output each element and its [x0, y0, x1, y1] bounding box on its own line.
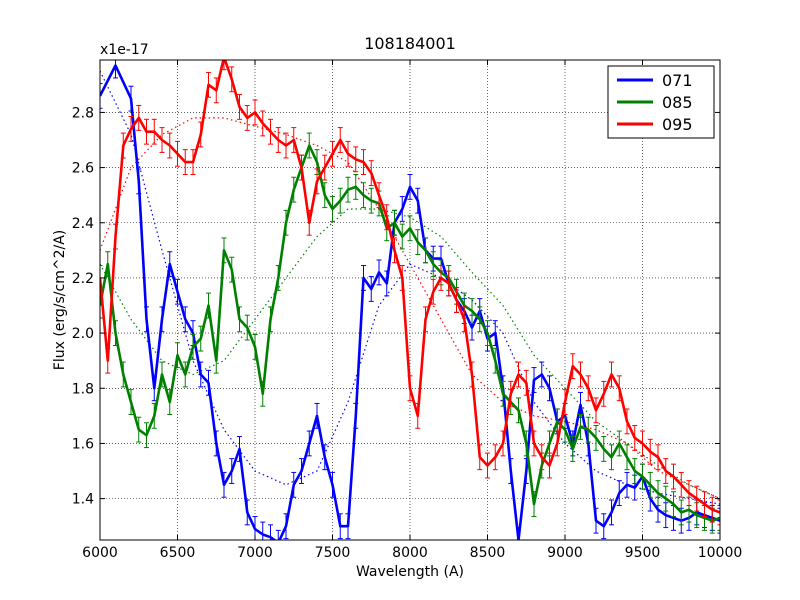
series-line-071: [100, 64, 720, 540]
axis-ticks: 6000 6500 7000 7500 8000 8500 9000 9500 10000 1.4…: [72, 60, 743, 561]
y-tick-label: 2.2: [72, 271, 94, 287]
legend-label-095: 095: [662, 115, 693, 134]
y-tick-label: 2.0: [72, 326, 94, 342]
legend: 071 085 095: [607, 65, 715, 139]
y-offset-label: x1e-17: [100, 42, 149, 58]
x-tick-label: 8500: [470, 545, 506, 561]
y-tick-label: 2.6: [72, 161, 94, 177]
y-axis-label: Flux (erg/s/cm^2/A): [52, 230, 68, 370]
data-series: [100, 60, 720, 540]
y-tick-label: 2.4: [72, 216, 94, 232]
x-tick-label: 7000: [237, 545, 273, 561]
y-tick-label: 1.8: [72, 381, 94, 397]
x-tick-label: 10000: [698, 545, 743, 561]
y-tick-label: 1.6: [72, 436, 94, 452]
series-085: [100, 132, 720, 534]
y-tick-label: 2.8: [72, 105, 94, 121]
x-tick-label: 9500: [625, 545, 661, 561]
legend-label-085: 085: [662, 93, 693, 112]
legend-label-071: 071: [662, 71, 693, 90]
fit-curve-071: [100, 70, 720, 505]
x-tick-label: 9000: [547, 545, 583, 561]
x-tick-label: 8000: [392, 545, 428, 561]
fit-curves: [100, 70, 720, 505]
series-line-095: [100, 60, 720, 514]
y-tick-label: 1.4: [72, 492, 94, 508]
series-095: [100, 60, 720, 526]
x-axis-label: Wavelength (A): [356, 564, 464, 580]
x-tick-label: 7500: [315, 545, 351, 561]
chart-title: 108184001: [364, 34, 456, 53]
x-tick-label: 6000: [82, 545, 118, 561]
series-line-085: [100, 144, 720, 523]
x-tick-label: 6500: [160, 545, 196, 561]
